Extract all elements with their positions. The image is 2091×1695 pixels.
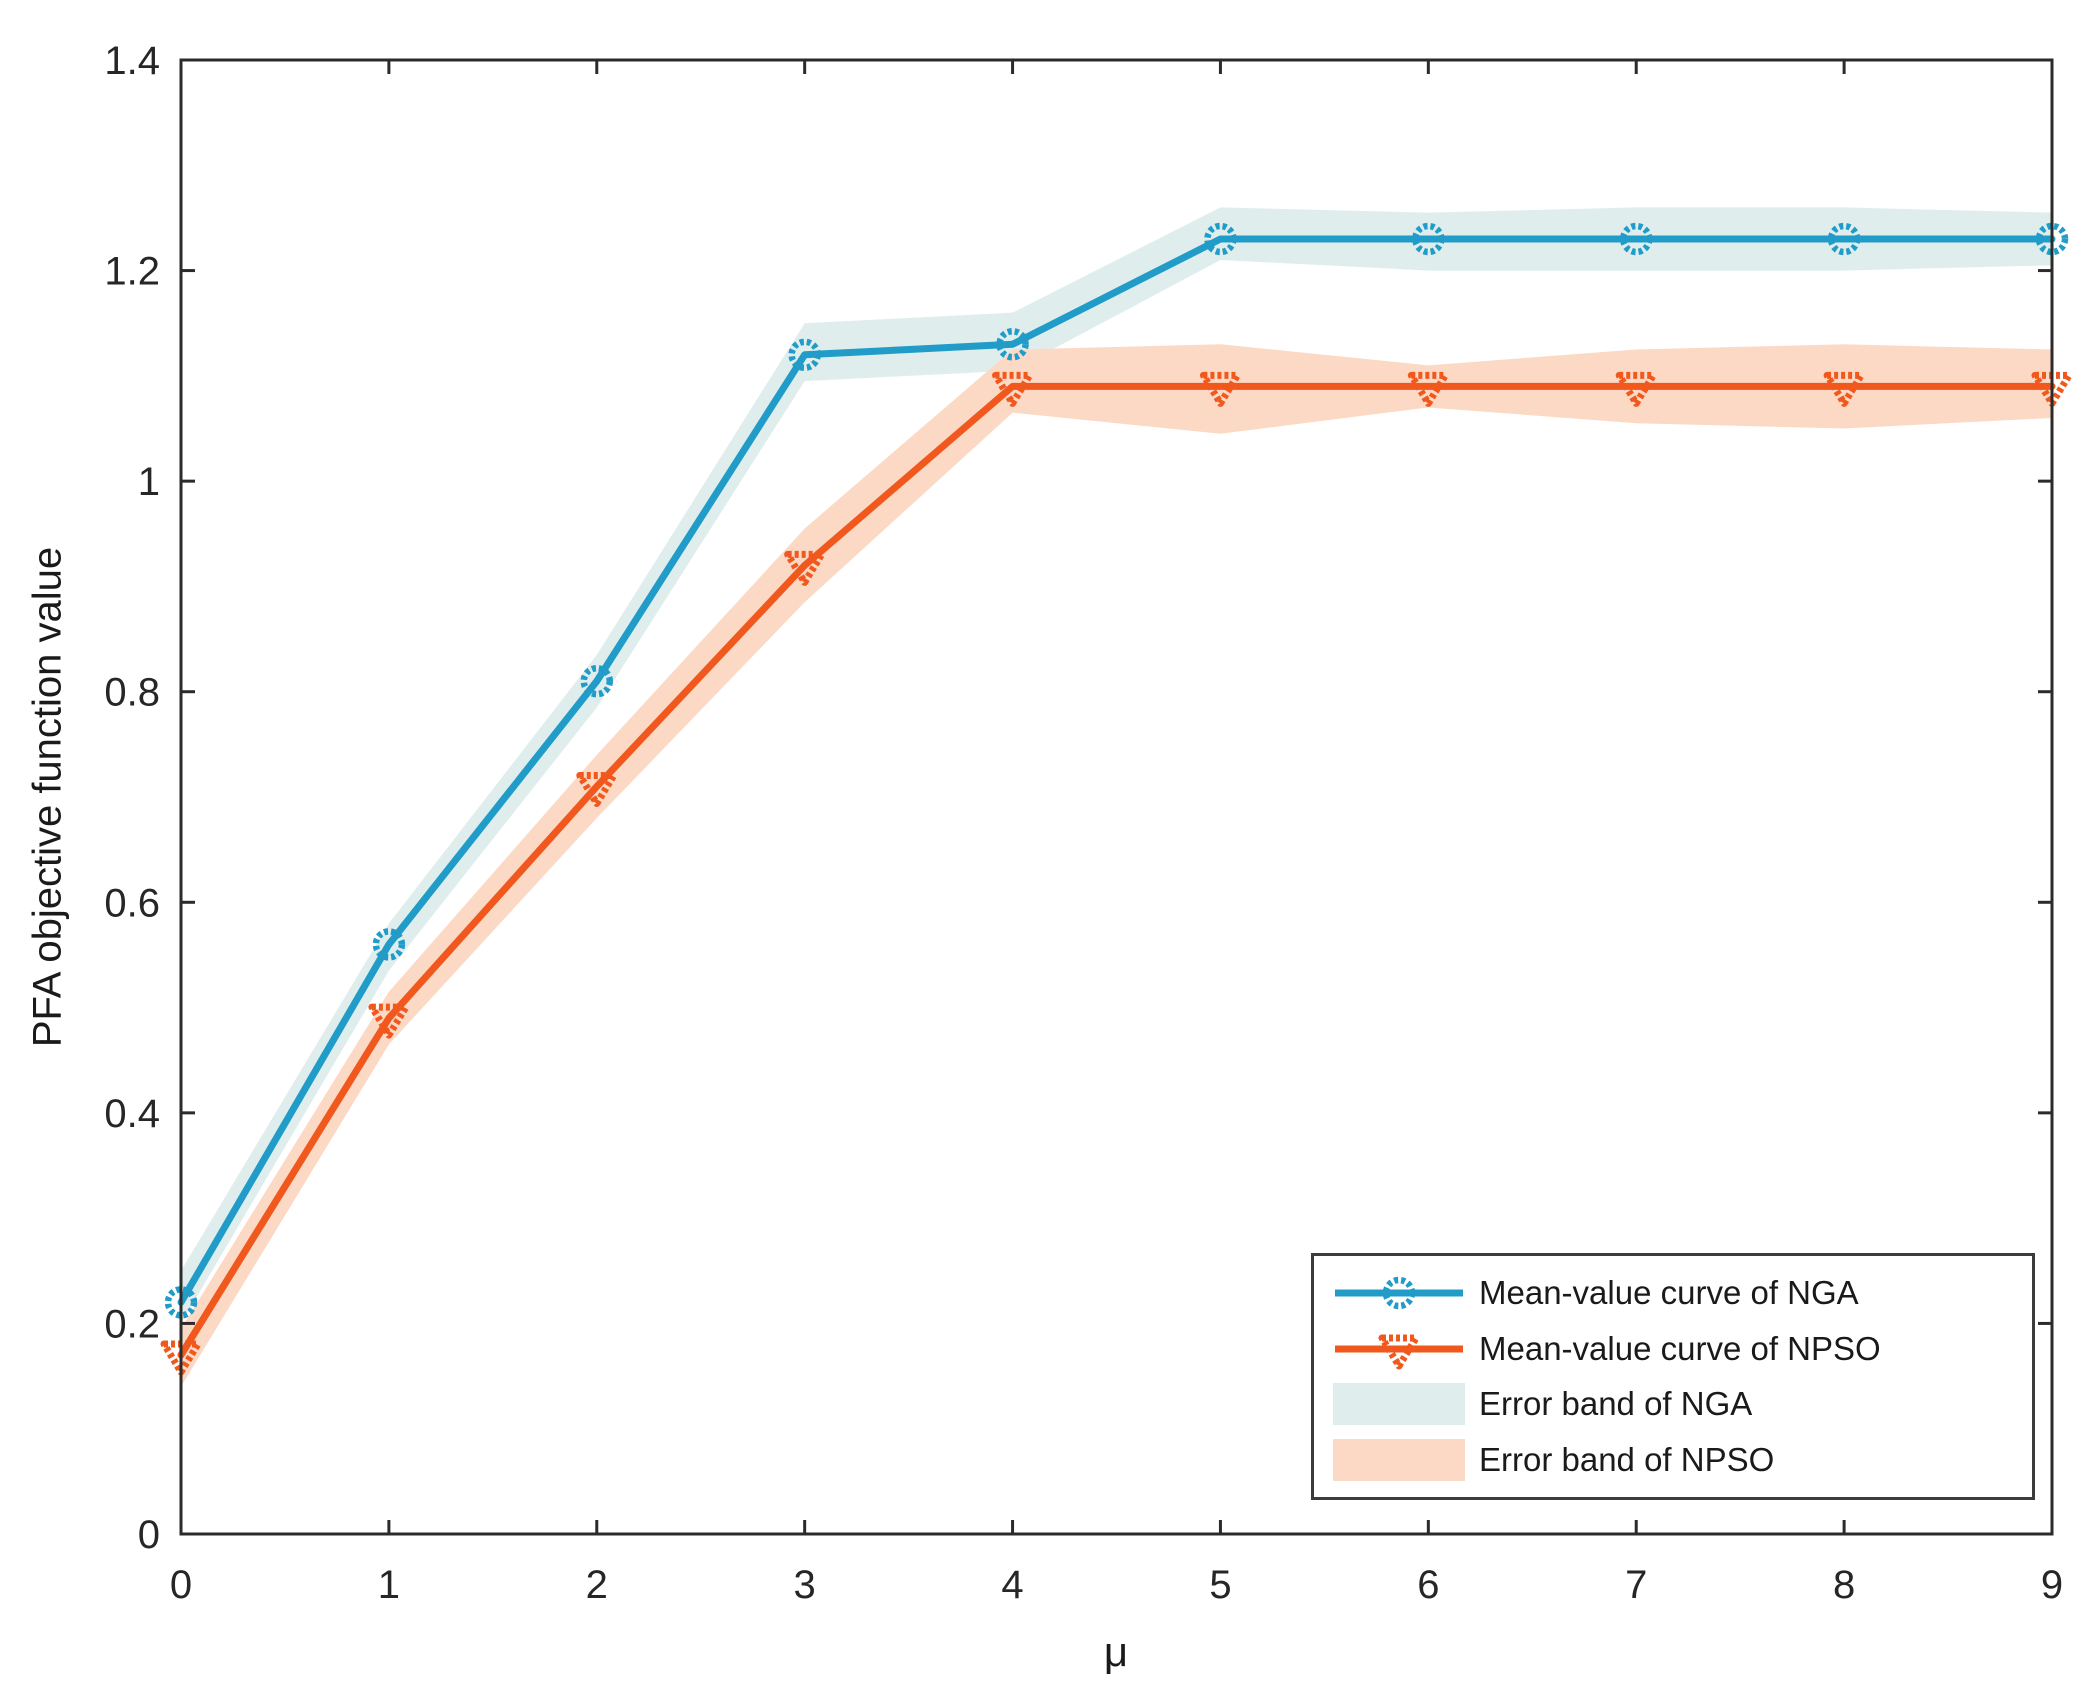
legend-label-nga-curve: Mean-value curve of NGA [1479,1273,1859,1311]
circle-marker [580,664,614,698]
legend-item-npso-curve[interactable]: Mean-value curve of NPSO [1314,1324,2032,1374]
y-axis-label: PFA objective function value [25,546,70,1048]
x-tick-label: 3 [794,1563,816,1607]
legend-item-nga-band[interactable]: Error band of NGA [1314,1379,2032,1429]
y-tick-label: 0 [138,1513,160,1557]
npso-curve-swatch-icon [1335,1334,1463,1370]
y-tick-label: 1.2 [104,250,160,294]
y-tick-label: 0.4 [104,1092,160,1136]
triangle-marker [992,371,1034,407]
x-tick-label: 9 [2041,1563,2063,1607]
circle-marker [996,328,1029,361]
y-tick-label: 0.8 [104,671,160,715]
x-tick-label: 2 [586,1563,608,1607]
circle-marker [164,1286,198,1319]
legend-label-npso-curve: Mean-value curve of NPSO [1479,1329,1881,1367]
x-tick-label: 8 [1833,1563,1855,1607]
y-tick-label: 0.2 [104,1302,160,1346]
legend-item-nga-curve[interactable]: Mean-value curve of NGA [1314,1268,2032,1318]
legend-label-npso-band: Error band of NPSO [1479,1441,1775,1479]
x-tick-label: 6 [1417,1563,1439,1607]
nga-band-swatch-icon [1333,1383,1465,1426]
circle-marker [1827,222,1861,256]
triangle-marker [1823,371,1865,407]
x-tick-label: 1 [378,1563,400,1607]
legend-label-nga-band: Error band of NGA [1479,1385,1753,1423]
mean-line-npso [177,382,2056,1359]
y-tick-label: 1 [138,460,160,504]
legend-item-npso-band[interactable]: Error band of NPSO [1314,1435,2032,1485]
mean-line-nga [177,235,2056,1306]
x-axis-label: μ [1103,1628,1129,1675]
x-tick-label: 4 [1001,1563,1023,1607]
triangle-marker [784,550,826,586]
x-tick-label: 7 [1625,1563,1647,1607]
x-tick-label: 0 [170,1563,192,1607]
circle-marker [1204,222,1237,256]
y-tick-label: 0.6 [104,881,160,925]
circle-marker [372,928,406,961]
y-tick-label: 1.4 [104,39,160,83]
plot-box [179,58,2054,1536]
triangle-marker [1199,371,1241,407]
triangle-marker [1407,371,1449,407]
triangle-marker [1615,371,1657,407]
x-tick-label: 5 [1209,1563,1231,1607]
circle-marker [1412,222,1445,256]
triangle-marker [576,771,618,807]
circle-marker [788,338,821,372]
npso-band-swatch-icon [1333,1439,1465,1482]
circle-marker [2035,222,2069,256]
legend[interactable]: Mean-value curve of NGA Mean-value curve… [1311,1253,2035,1500]
circle-marker [1619,222,1653,256]
triangle-marker [368,1003,410,1039]
nga-curve-swatch-icon [1335,1276,1463,1310]
